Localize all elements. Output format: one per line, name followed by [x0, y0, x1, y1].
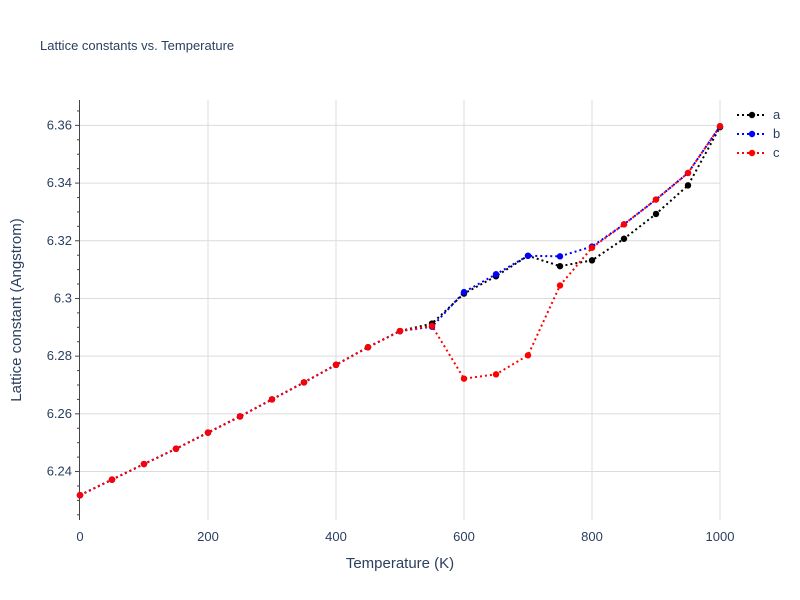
y-tick-label: 6.32	[47, 233, 72, 248]
data-point-b	[524, 252, 532, 259]
data-point-a	[652, 210, 660, 218]
data-point-c	[268, 396, 276, 403]
data-point-c	[364, 344, 372, 351]
grid	[80, 100, 721, 520]
legend-marker	[748, 149, 756, 157]
data-point-b	[460, 288, 468, 296]
data-point-c	[684, 169, 692, 177]
y-tick-label: 6.24	[47, 464, 72, 479]
x-tick-label: 1000	[706, 529, 735, 544]
data-point-c	[140, 460, 148, 468]
legend-item-c[interactable]: c	[737, 145, 780, 160]
data-point-a	[588, 257, 596, 264]
legend-item-b[interactable]: b	[737, 126, 780, 141]
data-point-a	[620, 235, 628, 242]
data-point-c	[300, 379, 308, 386]
legend-marker	[748, 111, 756, 119]
data-point-c	[76, 491, 84, 499]
y-tick-label: 6.26	[47, 406, 72, 421]
data-point-a	[556, 262, 564, 270]
legend-label: b	[773, 126, 780, 141]
axes	[75, 100, 80, 520]
series-line-b	[79, 125, 721, 497]
chart-title: Lattice constants vs. Temperature	[40, 38, 234, 53]
x-tick-label: 400	[325, 529, 347, 544]
x-tick-label: 600	[453, 529, 475, 544]
data-point-c	[716, 123, 724, 130]
y-axis-title: Lattice constant (Angstrom)	[8, 218, 25, 401]
data-point-c	[652, 196, 660, 203]
tick-labels: 0 200 400 600 800 1000 6.24 6.26 6.28 6.3 6.32 6.34…	[47, 117, 735, 544]
series-line-c	[79, 125, 721, 497]
x-tick-label: 800	[581, 529, 603, 544]
data-point-b	[492, 271, 500, 278]
y-tick-label: 6.28	[47, 348, 72, 363]
data-point-c	[492, 371, 500, 378]
series-line-a	[79, 126, 721, 497]
legend-label: a	[773, 107, 781, 122]
legend-marker	[748, 130, 756, 138]
data-point-c	[172, 445, 180, 452]
legend[interactable]: abc	[737, 107, 781, 160]
series-layer	[76, 123, 724, 499]
data-point-c	[460, 375, 468, 382]
data-point-c	[332, 361, 340, 369]
y-tick-label: 6.34	[47, 175, 72, 190]
data-point-a	[684, 182, 692, 189]
data-point-c	[428, 322, 436, 330]
y-tick-label: 6.36	[47, 117, 72, 132]
legend-item-a[interactable]: a	[737, 107, 781, 122]
x-axis-title: Temperature (K)	[346, 555, 454, 572]
data-point-c	[204, 429, 212, 436]
data-point-c	[588, 244, 596, 251]
data-point-c	[236, 413, 244, 420]
data-point-c	[556, 282, 564, 289]
x-tick-label: 200	[197, 529, 219, 544]
data-point-c	[524, 352, 532, 359]
data-point-b	[556, 253, 564, 260]
data-point-c	[620, 221, 628, 228]
x-tick-label: 0	[76, 529, 83, 544]
data-point-c	[108, 476, 116, 483]
legend-label: c	[773, 145, 780, 160]
y-tick-label: 6.3	[54, 290, 72, 305]
data-point-c	[396, 327, 404, 335]
